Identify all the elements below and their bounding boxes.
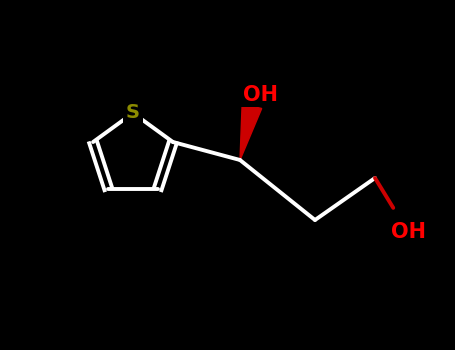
Text: S: S: [126, 104, 140, 122]
Text: OH: OH: [390, 222, 425, 242]
Polygon shape: [240, 104, 262, 160]
Text: OH: OH: [243, 85, 278, 105]
